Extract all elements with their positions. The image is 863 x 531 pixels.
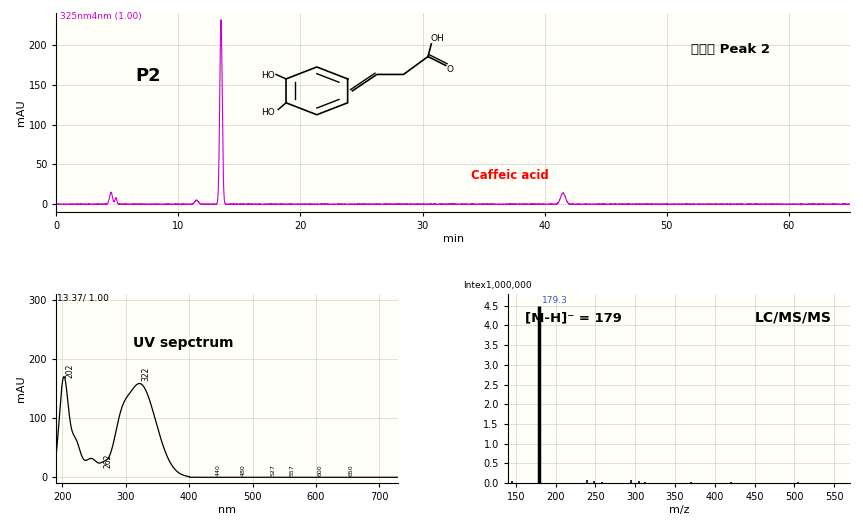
Text: 600: 600	[318, 465, 322, 476]
Text: 분리된 Peak 2: 분리된 Peak 2	[691, 43, 771, 56]
Text: 325nm4nm (1.00): 325nm4nm (1.00)	[60, 12, 142, 21]
Y-axis label: mAU: mAU	[16, 99, 26, 126]
Text: 262: 262	[104, 454, 113, 468]
Text: 480: 480	[241, 464, 246, 476]
Text: 650: 650	[349, 465, 354, 476]
Y-axis label: mAU: mAU	[16, 375, 26, 402]
X-axis label: nm: nm	[218, 505, 236, 515]
Text: Caffeic acid: Caffeic acid	[471, 169, 549, 182]
Text: 13.37/ 1.00: 13.37/ 1.00	[57, 294, 109, 303]
Text: P2: P2	[135, 67, 161, 85]
Text: [M-H]⁻ = 179: [M-H]⁻ = 179	[526, 311, 622, 324]
Text: 179.3: 179.3	[541, 296, 567, 305]
X-axis label: m/z: m/z	[669, 505, 690, 515]
Text: 322: 322	[142, 367, 151, 381]
Text: 202: 202	[66, 363, 74, 378]
Text: 557: 557	[290, 464, 295, 476]
Text: UV sepctrum: UV sepctrum	[133, 336, 233, 350]
X-axis label: min: min	[443, 234, 463, 244]
Text: 527: 527	[271, 464, 276, 476]
Text: LC/MS/MS: LC/MS/MS	[754, 311, 831, 324]
Text: Intex1,000,000: Intex1,000,000	[463, 281, 532, 290]
Text: 440: 440	[216, 464, 221, 476]
